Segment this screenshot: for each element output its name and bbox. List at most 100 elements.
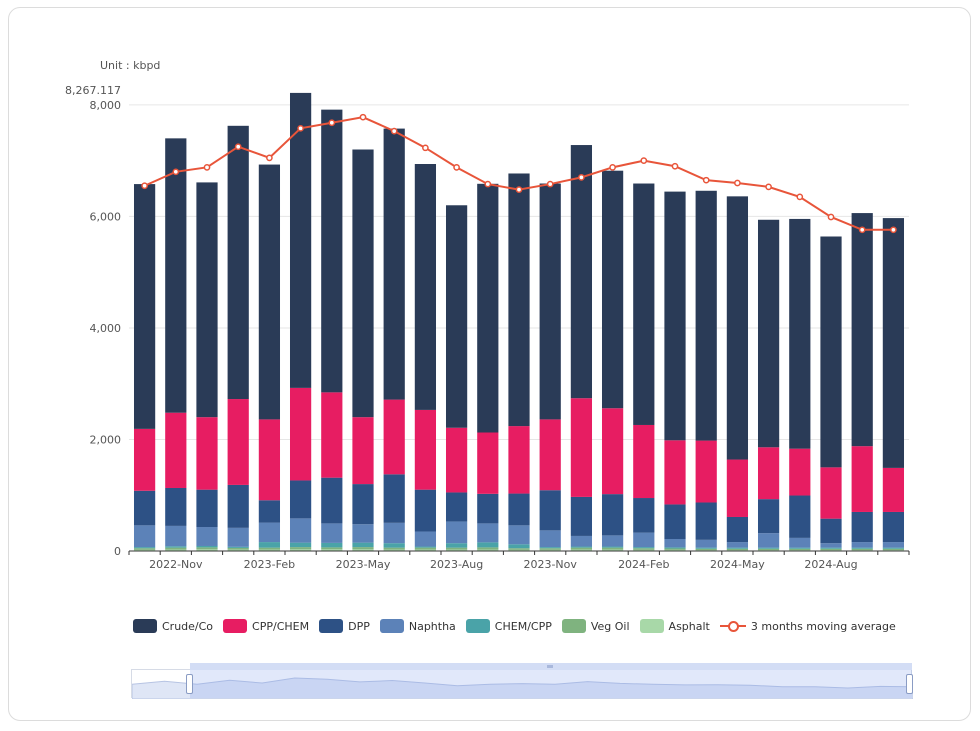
legend-item[interactable]: CPP/CHEM [223,619,309,633]
bar-segment[interactable] [227,399,249,485]
bar-segment[interactable] [445,521,468,544]
bar-segment[interactable] [258,549,281,551]
bar-segment[interactable] [539,549,561,551]
bar-segment[interactable] [820,467,842,519]
bar-segment[interactable] [570,549,593,551]
bar-segment[interactable] [383,128,405,400]
bar-segment[interactable] [133,547,156,549]
bar-segment[interactable] [477,432,499,494]
bar-segment[interactable] [414,531,437,547]
bar-segment[interactable] [633,549,655,551]
bar-segment[interactable] [820,547,842,549]
moving-average-point[interactable] [578,174,585,181]
bar-segment[interactable] [570,546,593,548]
bar-segment[interactable] [851,548,873,551]
bar-segment[interactable] [664,549,686,551]
bar-segment[interactable] [352,417,374,485]
bar-segment[interactable] [633,183,655,425]
bar-segment[interactable] [289,92,312,388]
bar-segment[interactable] [352,547,374,550]
bar-segment[interactable] [820,236,842,468]
bar-segment[interactable] [539,547,561,549]
bar-segment[interactable] [165,138,187,413]
bar-segment[interactable] [789,548,811,551]
bar-segment[interactable] [633,548,655,550]
bar-segment[interactable] [445,549,468,551]
legend-item[interactable]: DPP [319,619,370,633]
bar-segment[interactable] [477,493,499,524]
bar-segment[interactable] [601,408,624,495]
bar-segment[interactable] [165,547,187,550]
moving-average-point[interactable] [671,162,679,170]
moving-average-point[interactable] [141,182,148,190]
bar-segment[interactable] [445,543,468,548]
bar-segment[interactable] [227,484,249,528]
bar-segment[interactable] [882,547,905,549]
bar-segment[interactable] [414,409,437,490]
data-zoom-slider[interactable] [131,663,913,699]
bar-segment[interactable] [289,549,312,551]
bar-segment[interactable] [508,426,530,494]
bar-segment[interactable] [601,170,624,409]
zoom-handle-right[interactable] [906,674,913,694]
bar-segment[interactable] [445,492,468,522]
bar-segment[interactable] [227,549,249,551]
bar-segment[interactable] [383,474,405,523]
bar-segment[interactable] [258,542,281,548]
bar-segment[interactable] [258,547,281,550]
bar-segment[interactable] [789,537,811,548]
bar-segment[interactable] [133,525,156,548]
zoom-selection[interactable] [190,669,912,698]
bar-segment[interactable] [570,547,593,550]
bar-segment[interactable] [352,549,374,551]
bar-segment[interactable] [258,419,281,501]
bar-segment[interactable] [196,489,218,528]
bar-segment[interactable] [383,399,405,475]
bar-segment[interactable] [851,511,873,543]
moving-average-point[interactable] [546,180,554,188]
bar-segment[interactable] [726,542,749,548]
bar-segment[interactable] [539,490,561,531]
bar-segment[interactable] [321,547,343,550]
bar-segment[interactable] [321,477,343,524]
legend-item[interactable]: Naphtha [379,619,456,633]
bar-segment[interactable] [695,502,717,540]
moving-average-point[interactable] [328,119,336,127]
bar-segment[interactable] [352,149,374,418]
bar-segment[interactable] [321,523,343,543]
bar-segment[interactable] [570,496,593,536]
moving-average-point[interactable] [796,193,804,201]
bar-segment[interactable] [196,545,218,548]
bar-segment[interactable] [258,500,281,523]
moving-average-point[interactable] [734,179,741,187]
legend-item[interactable]: Crude/Co [133,619,213,633]
bar-segment[interactable] [289,480,312,519]
bar-segment[interactable] [227,527,249,547]
bar-segment[interactable] [508,548,530,550]
bar-segment[interactable] [633,424,655,499]
bar-segment[interactable] [726,459,749,517]
bar-segment[interactable] [570,398,593,497]
bar-segment[interactable] [289,387,312,481]
bar-segment[interactable] [508,173,530,427]
bar-segment[interactable] [477,542,499,548]
bar-segment[interactable] [414,164,437,410]
legend-item[interactable]: Veg Oil [561,619,630,633]
bar-segment[interactable] [664,547,686,549]
bar-segment[interactable] [789,495,811,538]
bar-segment[interactable] [882,218,905,468]
bar-segment[interactable] [165,412,187,488]
bar-segment[interactable] [757,219,780,448]
bar-segment[interactable] [726,548,749,551]
bar-segment[interactable] [757,548,780,551]
bar-segment[interactable] [601,494,624,536]
bar-segment[interactable] [165,549,187,551]
bar-segment[interactable] [445,427,468,493]
moving-average-point[interactable] [266,154,273,162]
bar-segment[interactable] [570,145,593,399]
bar-segment[interactable] [352,542,374,548]
bar-segment[interactable] [133,428,156,491]
bar-segment[interactable] [757,499,780,534]
bar-segment[interactable] [133,490,156,526]
bar-segment[interactable] [383,547,405,550]
